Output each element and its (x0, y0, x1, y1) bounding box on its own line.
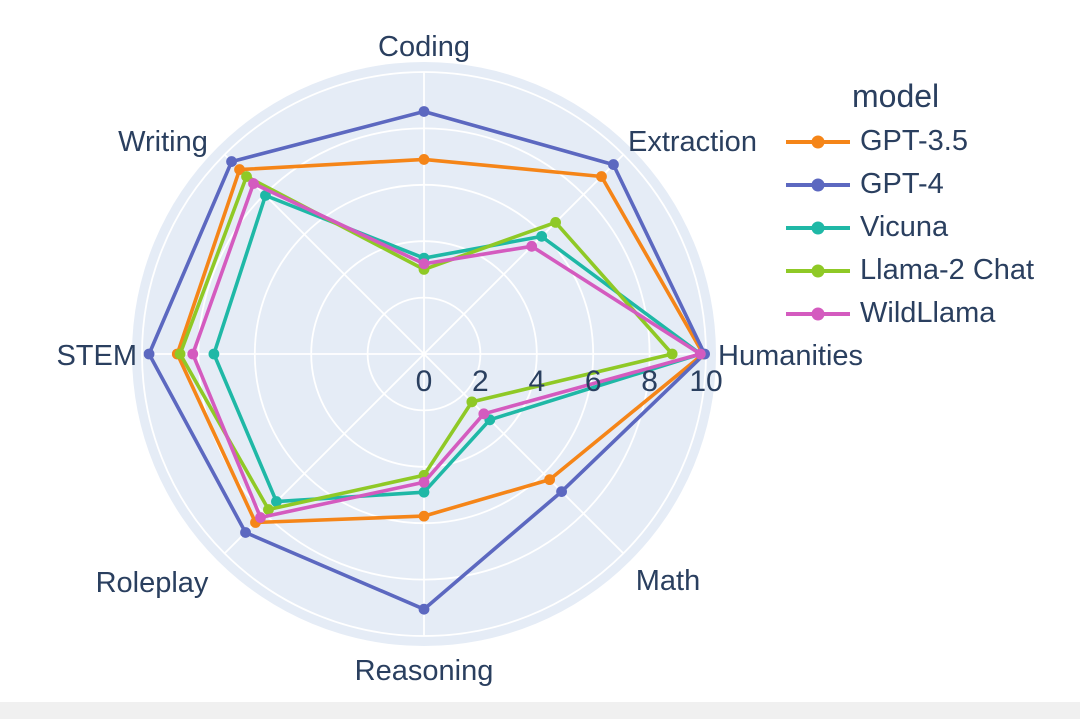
data-point-llama-2-chat-stem[interactable] (174, 348, 186, 360)
axis-label-writing: Writing (118, 126, 208, 158)
data-point-vicuna-writing[interactable] (260, 190, 271, 201)
legend-entry-wildllama[interactable]: WildLlama (786, 292, 1034, 335)
data-point-vicuna-extraction[interactable] (536, 230, 548, 242)
axis-label-extraction: Extraction (628, 126, 757, 158)
radial-tick-label-2: 2 (472, 365, 489, 398)
legend-title: model (852, 78, 940, 114)
data-point-wildllama-writing[interactable] (248, 178, 259, 189)
legend-swatch-llama-2-chat (786, 264, 850, 277)
data-point-wildllama-coding[interactable] (418, 258, 430, 270)
data-point-wildllama-roleplay[interactable] (255, 512, 266, 523)
grid-spoke-extraction (423, 153, 625, 355)
axis-label-reasoning: Reasoning (355, 655, 494, 687)
axis-label-stem: STEM (56, 340, 137, 372)
radial-tick-label-4: 4 (528, 365, 545, 398)
data-point-vicuna-roleplay[interactable] (271, 496, 282, 507)
data-point-wildllama-extraction[interactable] (526, 240, 538, 252)
data-point-gpt-4-extraction[interactable] (608, 159, 619, 170)
data-point-gpt-4-reasoning[interactable] (418, 603, 430, 615)
data-point-vicuna-reasoning[interactable] (418, 486, 430, 498)
axis-label-roleplay: Roleplay (96, 567, 209, 599)
legend-swatch-vicuna (786, 221, 850, 234)
radial-tick-label-6: 6 (585, 365, 602, 398)
bottom-bar (0, 702, 1080, 719)
legend-entry-gpt-4[interactable]: GPT-4 (786, 163, 1034, 206)
radial-tick-label-0: 0 (416, 365, 433, 398)
radial-tick-label-10: 10 (689, 365, 722, 398)
legend-entry-vicuna[interactable]: Vicuna (786, 206, 1034, 249)
data-point-llama-2-chat-humanities[interactable] (666, 348, 678, 360)
legend-entry-llama-2-chat[interactable]: Llama-2 Chat (786, 249, 1034, 292)
data-point-gpt-3-5-reasoning[interactable] (418, 510, 430, 522)
radial-tick-label-8: 8 (641, 365, 658, 398)
data-point-llama-2-chat-writing[interactable] (241, 171, 252, 182)
legend-swatch-wildllama (786, 307, 850, 320)
axis-label-humanities: Humanities (718, 340, 863, 372)
data-point-gpt-4-stem[interactable] (143, 348, 155, 360)
grid-spoke-math (423, 353, 625, 555)
data-point-gpt-4-writing[interactable] (226, 156, 237, 167)
legend-swatch-gpt-4 (786, 178, 850, 191)
data-point-gpt-3-5-coding[interactable] (418, 154, 430, 165)
data-point-gpt-4-math[interactable] (556, 486, 567, 497)
grid-spoke-writing (223, 153, 425, 355)
data-point-llama-2-chat-extraction[interactable] (550, 216, 562, 228)
data-point-llama-2-chat-math[interactable] (466, 396, 478, 408)
legend-label-gpt-3-5: GPT-3.5 (860, 125, 968, 157)
legend-entry-gpt-3-5[interactable]: GPT-3.5 (786, 120, 1034, 163)
legend-label-vicuna: Vicuna (860, 211, 949, 243)
data-point-gpt-4-roleplay[interactable] (240, 527, 251, 538)
data-point-wildllama-humanities[interactable] (694, 348, 706, 360)
data-point-wildllama-stem[interactable] (187, 348, 199, 360)
data-point-gpt-3-5-extraction[interactable] (596, 171, 607, 182)
data-point-gpt-3-5-math[interactable] (544, 474, 556, 486)
legend: model GPT-3.5 GPT-4 Vicuna Llama-2 Chat Wild… (786, 78, 1034, 335)
data-point-vicuna-stem[interactable] (208, 348, 220, 360)
data-point-wildllama-reasoning[interactable] (418, 476, 430, 488)
legend-label-wildllama: WildLlama (860, 297, 996, 329)
data-point-gpt-3-5-writing[interactable] (234, 164, 245, 175)
legend-swatch-gpt-3-5 (786, 135, 850, 148)
data-point-llama-2-chat-roleplay[interactable] (263, 504, 274, 515)
axis-label-math: Math (636, 565, 700, 597)
data-point-gpt-4-coding[interactable] (418, 106, 430, 117)
legend-label-llama-2-chat: Llama-2 Chat (860, 254, 1035, 286)
legend-label-gpt-4: GPT-4 (860, 168, 944, 200)
data-point-wildllama-math[interactable] (478, 408, 490, 420)
axis-label-coding: Coding (378, 31, 470, 63)
